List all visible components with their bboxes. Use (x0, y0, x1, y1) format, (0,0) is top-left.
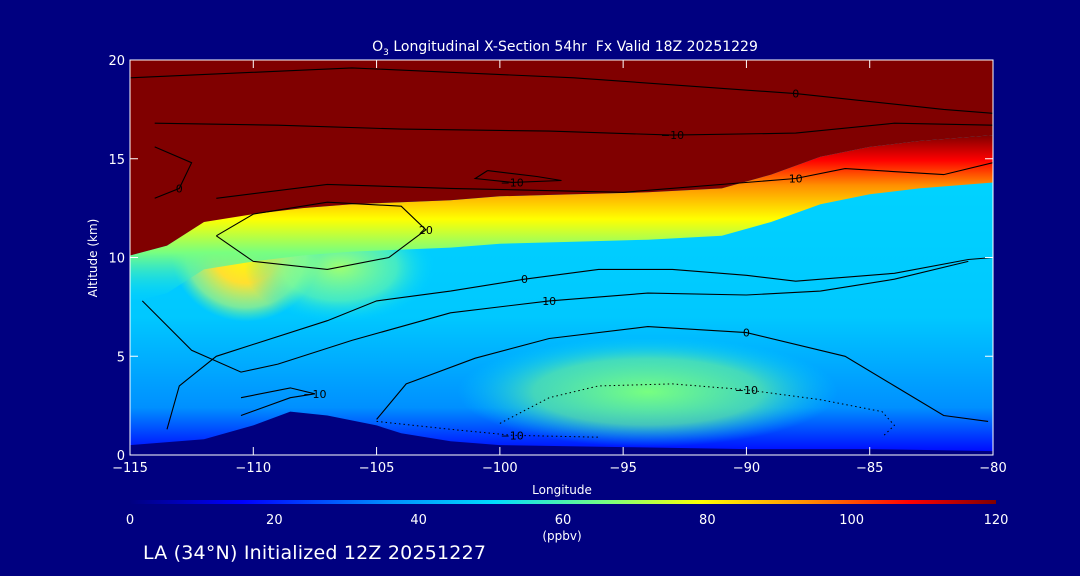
dotted-contour-line-0 (499, 383, 896, 438)
y-tick-label: 5 (117, 350, 125, 365)
x-axis-label: Longitude (532, 483, 592, 497)
colorbar: 0 20 40 60 80 100 120 (ppbv) (126, 500, 1009, 543)
contour-line-0 (130, 67, 993, 114)
x-tick-label: −115 (112, 461, 148, 476)
x-tick-label: −110 (235, 461, 271, 476)
contour-label-5: 10 (789, 173, 803, 186)
x-tick-label: −105 (359, 461, 395, 476)
tropopause-transition-band (130, 135, 993, 303)
colorbar-tick-label: 20 (266, 513, 283, 528)
x-axis: −115 −110 −105 −100 −95 −90 −85 −80 (112, 60, 1007, 476)
contour-line-9 (376, 326, 989, 422)
colorbar-tick-label: 40 (410, 513, 427, 528)
chart-title: O3 Longitudinal X-Section 54hr Fx Valid … (372, 39, 758, 58)
dotted-contour-label-1: −10 (501, 429, 524, 442)
contour-line-7 (240, 387, 316, 417)
contour-line-1 (154, 122, 993, 136)
contour-label-4: 20 (419, 224, 433, 237)
colorbar-tick-label: 0 (126, 513, 134, 528)
plot-area: 0 −10 0 −10 20 10 10 −10 0 0 −10 −10 (130, 60, 993, 455)
x-tick-label: −95 (609, 461, 636, 476)
contour-line-8 (166, 256, 993, 430)
colorbar-tick-label: 80 (699, 513, 716, 528)
stratosphere-region (130, 60, 993, 256)
colorbar-tick-label: 100 (839, 513, 864, 528)
y-axis: 0 5 10 15 20 (108, 54, 993, 464)
y-tick-label: 20 (108, 54, 125, 69)
contour-label-2: 0 (176, 182, 183, 195)
contour-lines: 0 −10 0 −10 20 10 10 −10 0 0 −10 −10 (130, 67, 993, 442)
terrain (130, 411, 993, 455)
colorbar-ramp (130, 500, 996, 504)
ozone-core-2 (457, 336, 838, 447)
contour-label-3: −10 (501, 176, 524, 189)
contour-label-8: 0 (521, 273, 528, 286)
x-tick-label: −90 (733, 461, 760, 476)
colorbar-units-label: (ppbv) (542, 529, 581, 543)
x-tick-label: −85 (856, 461, 883, 476)
y-tick-label: 15 (108, 153, 125, 168)
initialization-caption: LA (34°N) Initialized 12Z 20251227 (143, 542, 487, 564)
contour-label-1: −10 (661, 129, 684, 142)
y-tick-label: 10 (108, 252, 125, 267)
terrain-profile (130, 411, 993, 455)
contour-label-6: 10 (542, 295, 556, 308)
y-tick-label: 0 (117, 449, 125, 464)
ozone-field (130, 60, 993, 447)
contour-line-5 (216, 162, 993, 199)
contour-label-0: 0 (792, 88, 799, 101)
x-tick-label: −80 (979, 461, 1006, 476)
contour-line-3 (473, 170, 562, 183)
contour-line-4 (215, 201, 427, 270)
dotted-contour-label-0: −10 (735, 384, 758, 397)
contour-line-6 (141, 260, 969, 373)
colorbar-ticks: 0 20 40 60 80 100 120 (126, 513, 1009, 528)
colorbar-tick-label: 60 (555, 513, 572, 528)
x-tick-label: −100 (482, 461, 518, 476)
contour-label-9: 0 (743, 327, 750, 340)
dotted-contour-line-1 (376, 420, 599, 438)
contour-line-2 (154, 146, 193, 199)
contour-label-7: −10 (303, 388, 326, 401)
colorbar-tick-label: 120 (984, 513, 1009, 528)
y-axis-label: Altitude (km) (86, 219, 100, 298)
